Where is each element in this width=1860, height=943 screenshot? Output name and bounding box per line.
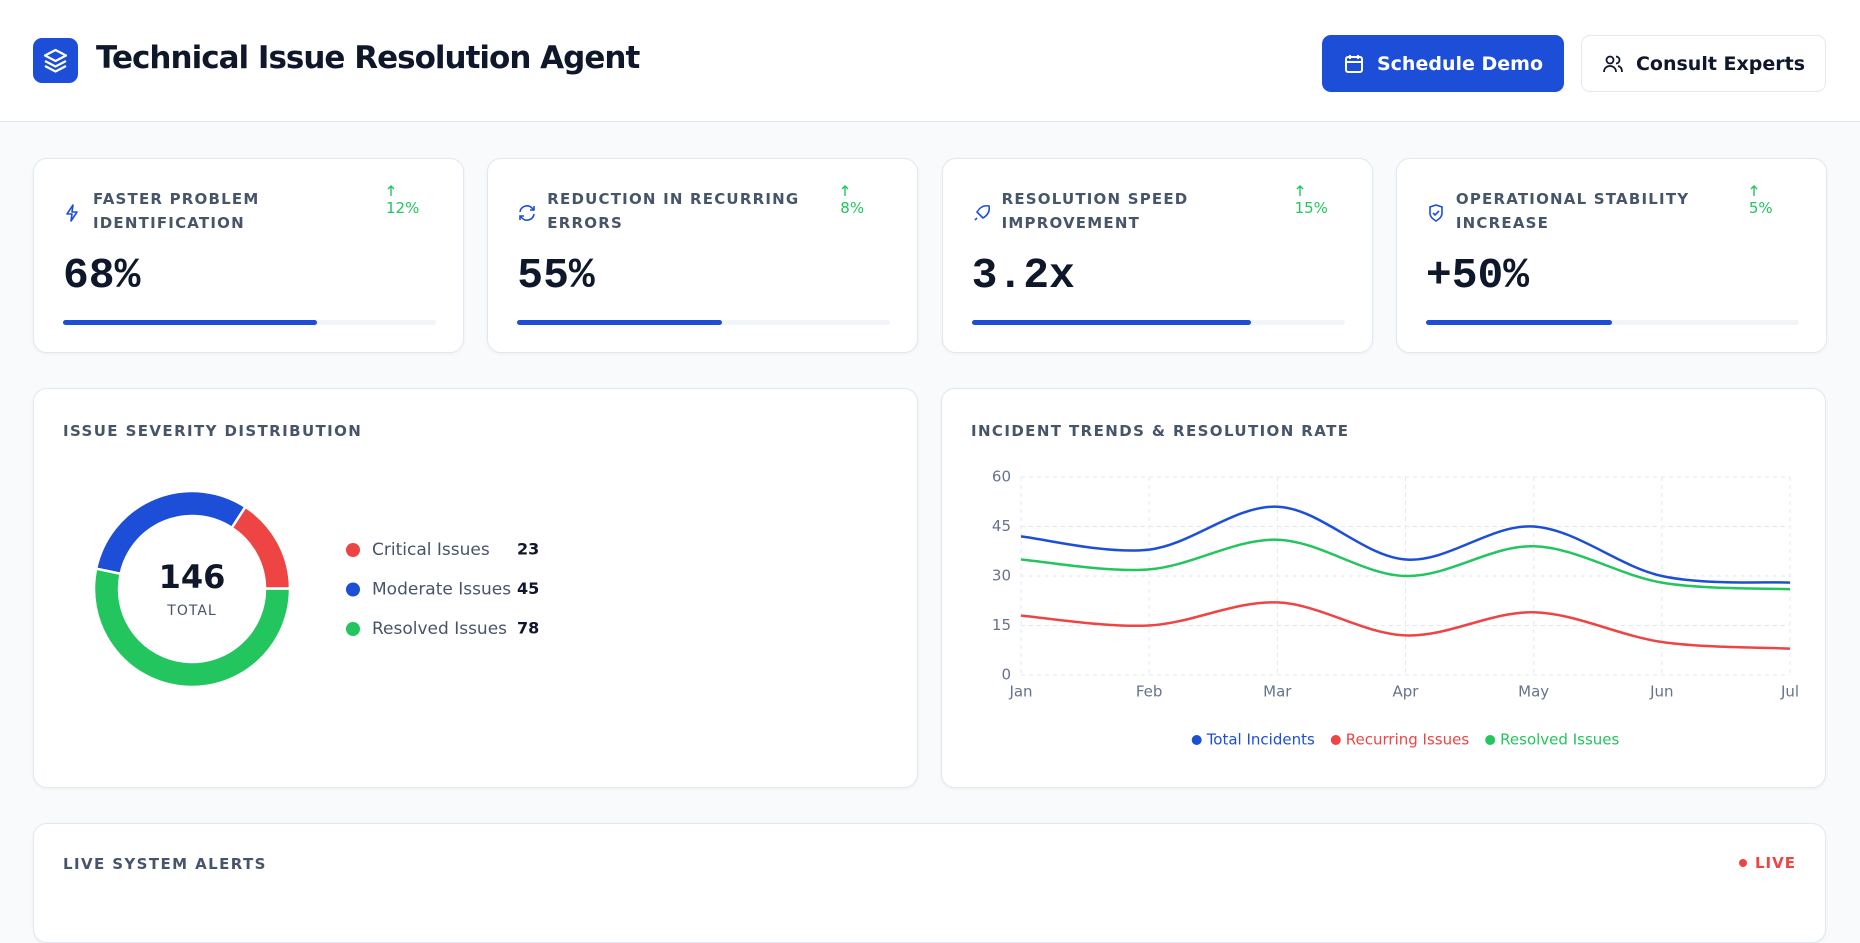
kpi-change-value: 15% xyxy=(1294,199,1328,217)
kpi-change: 12% xyxy=(386,185,419,219)
kpi-label: OPERATIONAL STABILITY INCREASE xyxy=(1455,190,1690,232)
kpi-value: 3.2x xyxy=(971,251,1075,300)
kpi-card: REDUCTION IN RECURRING ERRORS 8% 55% xyxy=(487,158,919,353)
kpi-change: 5% xyxy=(1749,185,1773,219)
users-icon xyxy=(1603,55,1623,72)
kpi-change-value: 12% xyxy=(386,199,420,217)
legend-label: Recurring Issues xyxy=(1346,731,1470,749)
kpi-icon xyxy=(1429,204,1443,222)
progress-track xyxy=(1425,320,1799,325)
kpi-card: RESOLUTION SPEED IMPROVEMENT 15% 3.2x xyxy=(941,158,1373,353)
kpi-icon xyxy=(974,204,990,221)
legend: Total Incidents Recurring Issues Resolved … xyxy=(1191,731,1619,749)
series-line xyxy=(1020,505,1791,584)
x-tick-label: Jul xyxy=(1780,683,1799,701)
alerts-title: LIVE SYSTEM ALERTS xyxy=(63,855,267,873)
progress-fill xyxy=(517,320,723,325)
y-tick-label: 45 xyxy=(992,517,1011,535)
progress-track xyxy=(517,320,891,325)
y-tick-label: 30 xyxy=(992,567,1011,585)
legend-dot xyxy=(346,582,360,597)
donut-total-label: TOTAL xyxy=(166,603,216,619)
kpi-icon xyxy=(519,205,536,221)
legend-label: Total Incidents xyxy=(1206,731,1315,749)
up-arrow xyxy=(1750,185,1758,196)
up-arrow xyxy=(1296,185,1304,196)
progress-fill xyxy=(63,320,317,325)
legend-label: Critical Issues xyxy=(372,540,490,560)
header: Technical Issue Resolution Agent Schedul… xyxy=(0,0,1860,122)
donut-total: 146 xyxy=(159,558,226,596)
legend-dot xyxy=(346,543,360,557)
legend-label: Resolved Issues xyxy=(372,619,507,639)
y-tick-label: 0 xyxy=(1001,666,1011,684)
y-tick-label: 15 xyxy=(992,616,1011,634)
x-tick-label: Feb xyxy=(1136,683,1163,701)
page-title: Technical Issue Resolution Agent xyxy=(96,40,640,76)
donut-chart: 146 TOTAL Critical Issues 23 Moderate Issues… xyxy=(92,489,539,689)
donut-card: ISSUE SEVERITY DISTRIBUTION 146 TOTAL Crit… xyxy=(33,388,918,788)
kpi-label: RESOLUTION SPEED IMPROVEMENT xyxy=(1001,190,1189,232)
legend-dot xyxy=(1330,735,1341,745)
x-tick-label: Mar xyxy=(1263,683,1292,701)
arrow-shape xyxy=(1296,185,1304,196)
kpi-card: FASTER PROBLEM IDENTIFICATION 12% 68% xyxy=(33,158,464,353)
kpi-value: 55% xyxy=(517,251,595,300)
consult-experts-button[interactable]: Consult Experts xyxy=(1581,35,1826,92)
line-card: INCIDENT TRENDS & RESOLUTION RATE 0 15 30 4… xyxy=(941,388,1826,788)
line-chart: 0 15 30 45 60 Jan Feb Mar Apr May Jun Jul Total Inci… xyxy=(992,468,1799,749)
chart-title: ISSUE SEVERITY DISTRIBUTION xyxy=(63,422,363,440)
schedule-demo-button[interactable]: Schedule Demo xyxy=(1322,35,1564,92)
calendar-icon xyxy=(1344,54,1363,73)
legend-value: 78 xyxy=(517,619,539,638)
series-line xyxy=(1020,538,1791,591)
up-arrow xyxy=(387,185,395,196)
legend-dot xyxy=(346,622,360,636)
logo-icon xyxy=(43,48,68,73)
live-dot xyxy=(1739,859,1747,867)
y-tick-label: 60 xyxy=(992,468,1011,486)
button-label: Consult Experts xyxy=(1635,52,1806,75)
kpi-change: 8% xyxy=(840,185,864,219)
alerts-card: LIVE SYSTEM ALERTS LIVE xyxy=(33,823,1826,943)
kpi-card: OPERATIONAL STABILITY INCREASE 5% +50% xyxy=(1395,158,1827,353)
kpi-value: 68% xyxy=(63,251,141,300)
legend-label: Resolved Issues xyxy=(1500,731,1619,749)
button-label: Schedule Demo xyxy=(1376,52,1543,75)
x-tick-label: Jan xyxy=(1008,683,1032,701)
progress-fill xyxy=(1425,320,1613,325)
progress-track xyxy=(971,320,1345,325)
legend-label: Moderate Issues xyxy=(372,580,511,600)
live-label: LIVE xyxy=(1755,854,1796,872)
progress-track xyxy=(63,320,436,325)
arrow-shape xyxy=(841,185,849,196)
live-status: LIVE xyxy=(1739,854,1796,872)
x-tick-label: Jun xyxy=(1649,683,1673,701)
kpi-label: FASTER PROBLEM IDENTIFICATION xyxy=(93,190,260,232)
kpi-icon xyxy=(66,204,78,222)
kpi-change: 15% xyxy=(1295,185,1328,219)
chart-title: INCIDENT TRENDS & RESOLUTION RATE xyxy=(971,422,1350,440)
arrow-shape xyxy=(387,185,395,196)
legend-dot xyxy=(1191,735,1202,745)
progress-fill xyxy=(971,320,1252,325)
arrow-shape xyxy=(1750,185,1758,196)
legend-value: 45 xyxy=(517,579,539,598)
donut-segment xyxy=(92,567,292,689)
legend-value: 23 xyxy=(517,540,539,559)
legend-dot xyxy=(1485,735,1496,745)
donut-segment xyxy=(230,505,292,590)
donut-segment xyxy=(94,489,248,576)
series-line xyxy=(1020,601,1791,650)
logo xyxy=(33,38,78,83)
x-tick-label: May xyxy=(1518,683,1549,701)
kpi-value: +50% xyxy=(1425,251,1530,300)
up-arrow xyxy=(841,185,849,196)
x-tick-label: Apr xyxy=(1393,683,1420,701)
kpi-change-value: 8% xyxy=(840,199,865,217)
kpi-change-value: 5% xyxy=(1748,199,1773,217)
kpi-label: REDUCTION IN RECURRING ERRORS xyxy=(547,190,800,232)
